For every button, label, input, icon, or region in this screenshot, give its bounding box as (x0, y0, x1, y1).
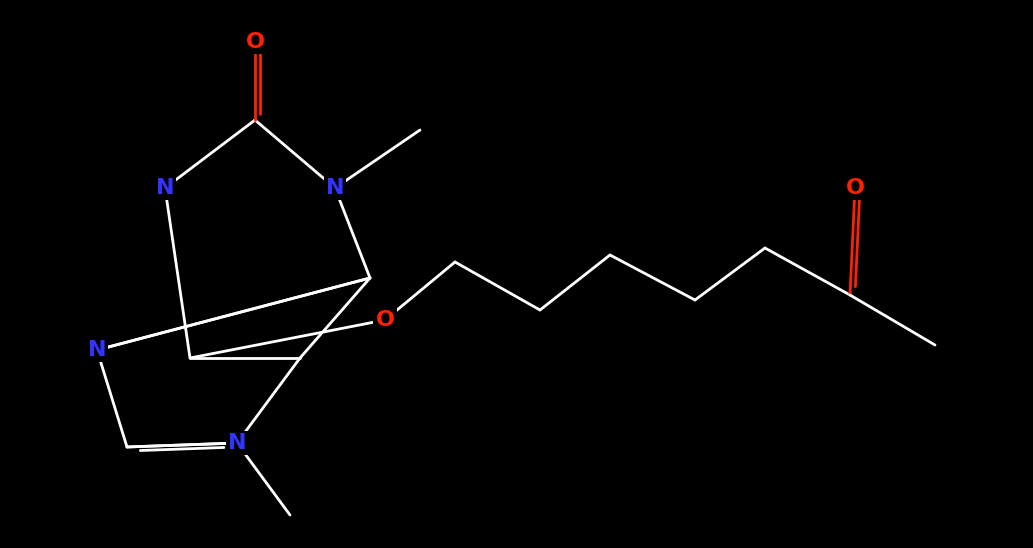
Text: N: N (156, 178, 175, 198)
Text: N: N (325, 178, 344, 198)
Text: O: O (845, 178, 865, 198)
Text: O: O (246, 32, 264, 52)
Text: O: O (376, 310, 395, 330)
Text: N: N (227, 433, 246, 453)
Text: N: N (88, 340, 106, 360)
